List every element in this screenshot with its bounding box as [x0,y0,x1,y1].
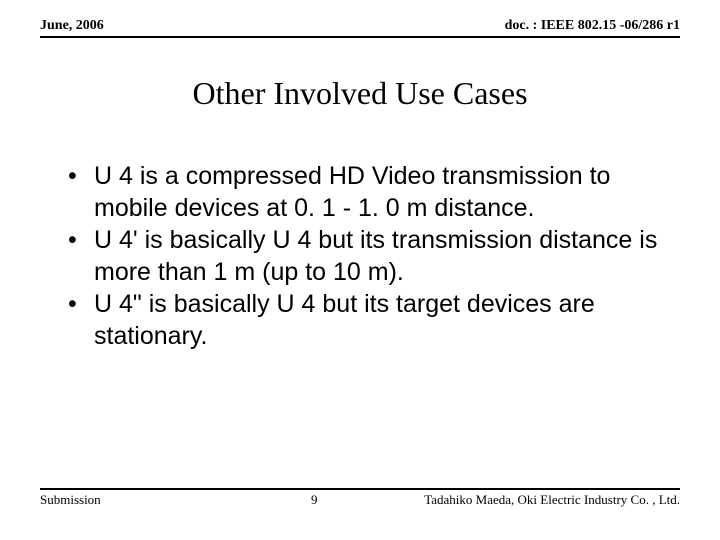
footer-page: 9 [223,492,406,508]
slide-title: Other Involved Use Cases [0,75,720,112]
slide-footer: Submission 9 Tadahiko Maeda, Oki Electri… [40,488,680,508]
bullet-item: U 4" is basically U 4 but its target dev… [60,288,670,352]
bullet-list: U 4 is a compressed HD Video transmissio… [60,160,670,352]
footer-author: Tadahiko Maeda, Oki Electric Industry Co… [406,492,680,508]
slide-header: June, 2006 doc. : IEEE 802.15 -06/286 r1 [40,18,680,38]
bullet-item: U 4 is a compressed HD Video transmissio… [60,160,670,224]
bullet-item: U 4' is basically U 4 but its transmissi… [60,224,670,288]
header-docref: doc. : IEEE 802.15 -06/286 r1 [505,18,680,34]
footer-left: Submission [40,492,223,508]
header-date: June, 2006 [40,18,104,34]
